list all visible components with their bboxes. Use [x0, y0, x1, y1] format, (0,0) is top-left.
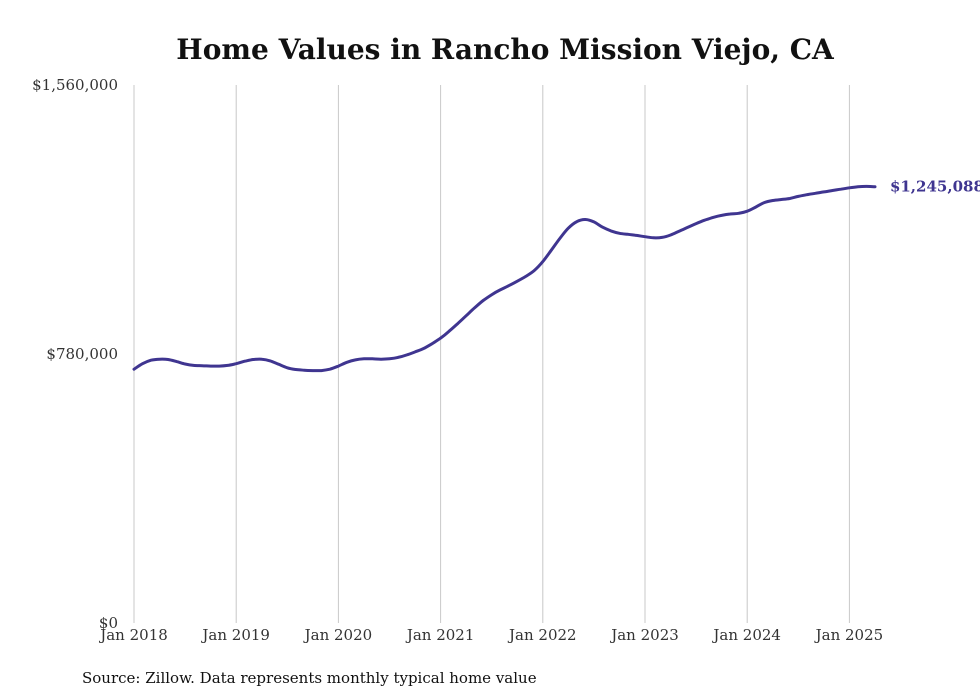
x-tick-label: Jan 2022 — [507, 626, 577, 644]
x-axis: Jan 2018 Jan 2019 Jan 2020 Jan 2021 Jan 2022… — [98, 626, 883, 644]
y-tick-label: $0 — [99, 614, 118, 632]
x-tick-label: Jan 2021 — [405, 626, 475, 644]
y-tick-label: $780,000 — [46, 345, 118, 363]
latest-value-label: $1,245,088 — [890, 178, 980, 196]
x-tick-label: Jan 2023 — [609, 626, 679, 644]
y-tick-label: $1,560,000 — [32, 76, 118, 94]
x-tick-label: Jan 2024 — [711, 626, 781, 644]
x-tick-label: Jan 2020 — [303, 626, 373, 644]
chart-title: Home Values in Rancho Mission Viejo, CA — [176, 33, 835, 66]
x-tick-label: Jan 2019 — [200, 626, 270, 644]
source-note: Source: Zillow. Data represents monthly … — [82, 669, 537, 687]
x-tick-label: Jan 2025 — [814, 626, 884, 644]
y-axis: $0 $780,000 $1,560,000 — [32, 76, 118, 632]
home-value-line — [132, 184, 877, 373]
x-tick-label: Jan 2018 — [98, 626, 168, 644]
grid-lines — [133, 85, 850, 623]
plot-area: $1,245,088 — [132, 178, 980, 373]
